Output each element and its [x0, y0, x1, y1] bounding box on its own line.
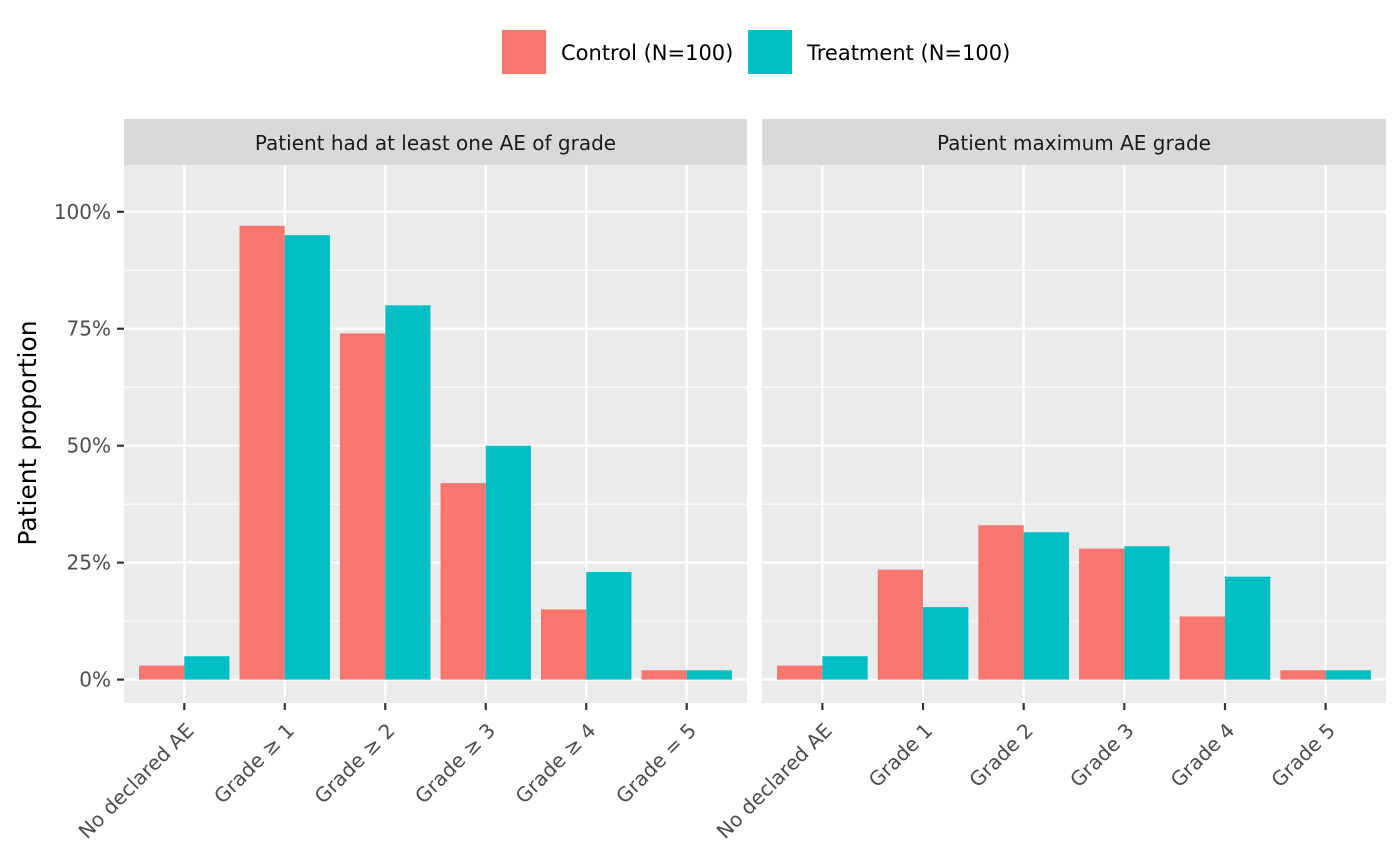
- bar-treatment: [1124, 546, 1170, 680]
- bar-treatment: [184, 656, 230, 680]
- bar-treatment: [686, 670, 732, 680]
- bar-control: [340, 333, 386, 680]
- bar-treatment: [586, 572, 632, 680]
- y-tick-label: 75%: [67, 317, 111, 341]
- bar-control: [1079, 548, 1125, 680]
- panel-background: [762, 165, 1386, 703]
- bar-treatment: [1023, 532, 1069, 680]
- bar-control: [978, 525, 1024, 680]
- panel-background: [124, 165, 747, 703]
- panel-title: Patient maximum AE grade: [937, 131, 1211, 155]
- y-tick-label: 100%: [54, 200, 111, 224]
- bar-control: [1280, 670, 1326, 680]
- bar-control: [239, 225, 285, 680]
- bar-treatment: [385, 305, 431, 680]
- bar-control: [1179, 616, 1225, 680]
- bar-treatment: [822, 656, 868, 680]
- bar-control: [641, 670, 687, 680]
- panel-strip: [124, 119, 747, 165]
- bar-treatment: [923, 607, 969, 680]
- bar-control: [139, 665, 185, 680]
- bar-treatment: [1224, 576, 1271, 680]
- bars: [777, 525, 1371, 680]
- legend: Control (N=100) Treatment (N=100): [502, 30, 1010, 74]
- y-tick-label: 0%: [79, 668, 111, 692]
- y-axis: 0% 25% 50% 75% 100%: [54, 200, 124, 692]
- legend-label-control: Control (N=100): [561, 41, 733, 65]
- bars: [139, 225, 732, 680]
- y-tick-label: 25%: [67, 551, 111, 575]
- bar-treatment: [1325, 670, 1371, 680]
- panel-title: Patient had at least one AE of grade: [255, 131, 616, 155]
- bar-control: [777, 665, 823, 680]
- bar-treatment: [284, 235, 330, 680]
- panel-strip: [762, 119, 1386, 165]
- legend-label-treatment: Treatment (N=100): [806, 41, 1010, 65]
- y-axis-title: Patient proportion: [13, 320, 42, 545]
- legend-swatch-control: [502, 30, 546, 74]
- bar-control: [440, 483, 486, 680]
- legend-swatch-treatment: [748, 30, 792, 74]
- y-tick-label: 50%: [67, 434, 111, 458]
- bar-control: [541, 609, 587, 680]
- bar-treatment: [485, 445, 531, 680]
- bar-control: [877, 569, 924, 680]
